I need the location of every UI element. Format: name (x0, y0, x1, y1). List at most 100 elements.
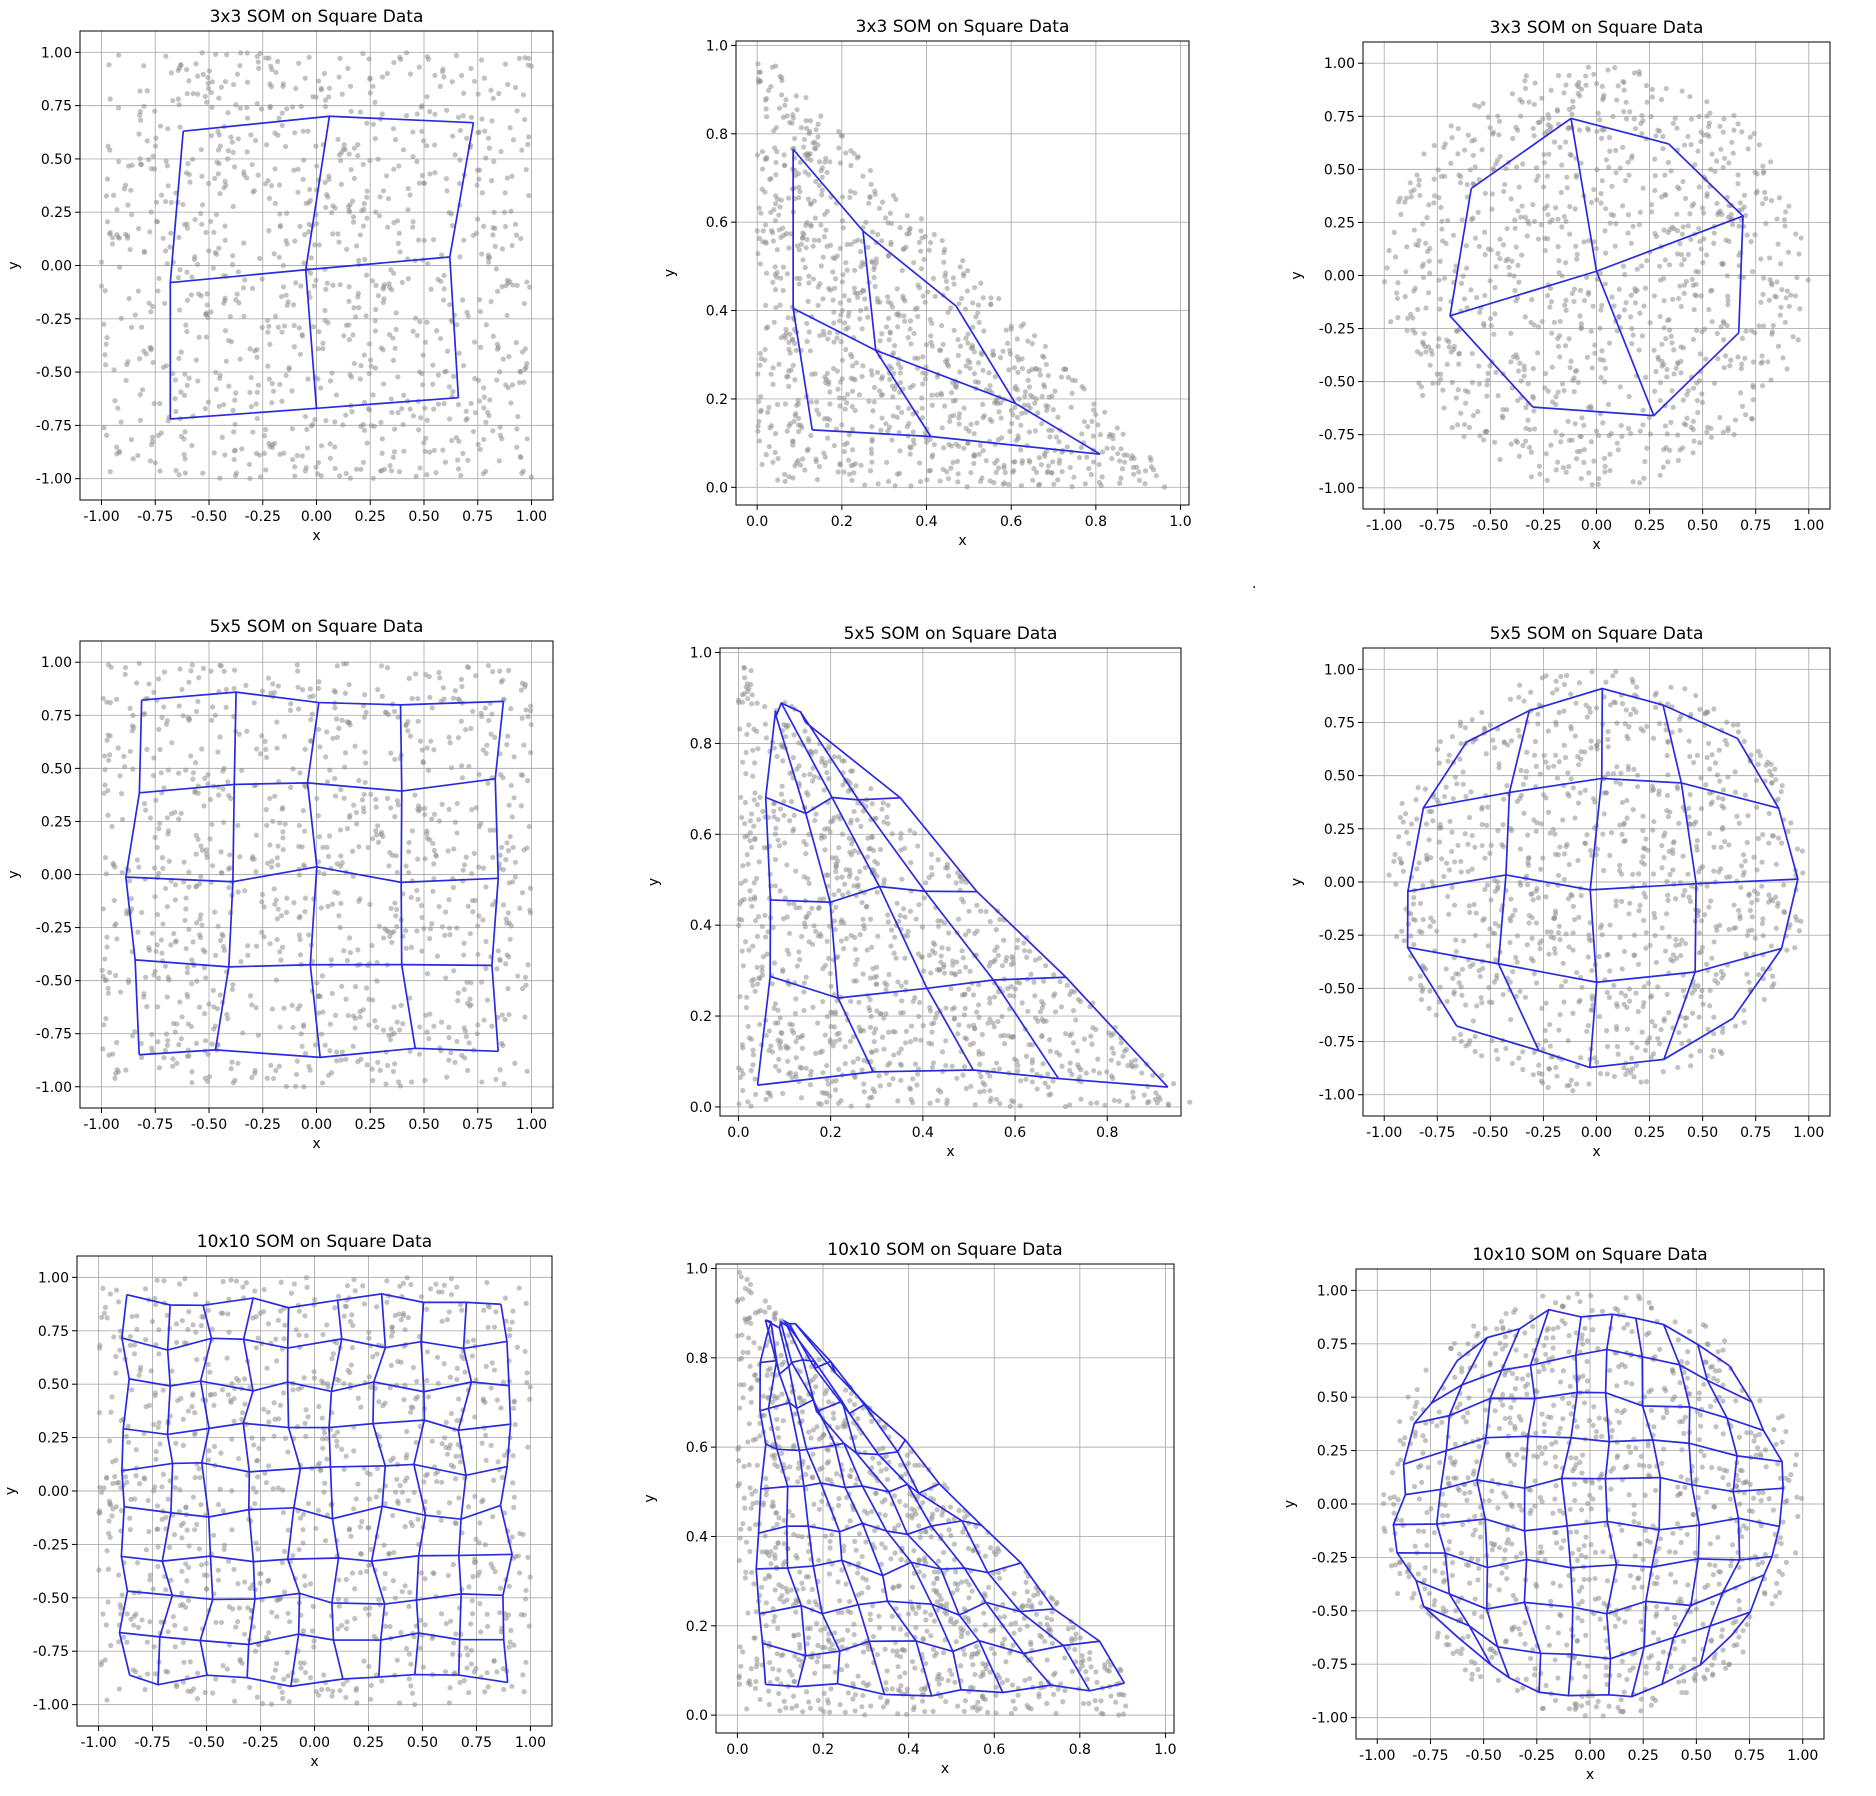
data-point (1637, 209, 1643, 215)
data-point (363, 985, 370, 991)
data-point (1535, 173, 1541, 179)
som-grid (169, 115, 475, 420)
data-point (1064, 982, 1070, 988)
data-point (1460, 273, 1466, 279)
data-point (1616, 314, 1622, 321)
data-point (1056, 439, 1062, 445)
data-point (802, 467, 808, 473)
data-point (1419, 263, 1425, 270)
data-point (952, 972, 959, 978)
data-point (825, 825, 831, 832)
data-point (424, 971, 431, 977)
data-point (985, 1020, 991, 1026)
data-point (840, 225, 846, 231)
data-point (469, 806, 475, 813)
data-point (232, 421, 238, 427)
data-point (417, 738, 424, 744)
data-point (1637, 310, 1643, 316)
data-point (184, 90, 190, 97)
data-point (932, 293, 938, 300)
data-point (394, 906, 400, 913)
data-point (391, 1061, 398, 1067)
data-point (422, 405, 428, 411)
data-point (956, 443, 962, 449)
data-point (301, 862, 307, 868)
data-point (1541, 160, 1548, 166)
data-point (375, 156, 381, 162)
data-point (421, 180, 427, 186)
data-point (508, 400, 514, 406)
data-point (183, 906, 189, 912)
data-point (929, 871, 935, 878)
data-point (894, 900, 900, 906)
data-point (894, 471, 901, 477)
data-point (215, 923, 221, 929)
data-point (492, 734, 498, 740)
data-point (1644, 99, 1650, 105)
data-point (444, 348, 451, 354)
data-point (1453, 395, 1459, 401)
data-point (427, 108, 433, 115)
data-point (295, 706, 302, 712)
data-point (1431, 142, 1437, 149)
data-point (1639, 333, 1646, 339)
data-point (1674, 125, 1680, 131)
data-point (269, 858, 275, 864)
data-point (1630, 479, 1636, 485)
data-point (217, 937, 224, 944)
data-point (319, 1031, 325, 1037)
data-point (1593, 245, 1599, 252)
data-point (1050, 407, 1056, 413)
data-point (449, 223, 455, 229)
data-point (980, 414, 986, 421)
data-point (1476, 104, 1482, 110)
data-point (878, 392, 884, 399)
x-tick-label: -0.25 (1525, 518, 1561, 534)
data-point (390, 454, 396, 460)
data-point (1578, 476, 1584, 482)
data-point (1666, 317, 1672, 323)
data-point (810, 276, 817, 282)
data-point (380, 188, 387, 194)
data-point (1518, 214, 1524, 220)
data-point (295, 189, 301, 195)
data-point (490, 669, 496, 675)
data-point (161, 704, 167, 710)
data-point (1730, 150, 1736, 156)
data-point (827, 159, 833, 165)
data-point (511, 795, 517, 801)
data-point (1725, 425, 1731, 431)
data-point (1491, 331, 1497, 337)
data-point (746, 947, 752, 953)
data-point (956, 301, 962, 307)
data-point (1404, 244, 1410, 250)
data-point (327, 441, 333, 447)
data-point (112, 923, 118, 929)
data-point (410, 328, 416, 334)
data-point (403, 50, 410, 56)
data-point (202, 1075, 208, 1081)
data-point (1109, 456, 1115, 462)
data-point (480, 917, 486, 923)
data-point (102, 854, 109, 861)
data-point (1442, 141, 1448, 147)
data-point (879, 374, 886, 380)
data-point (1443, 240, 1449, 247)
x-tick-label: 0.25 (355, 1117, 386, 1133)
data-point (995, 465, 1002, 471)
data-point (480, 747, 486, 753)
data-point (934, 392, 940, 398)
data-point (1414, 349, 1420, 355)
data-point (852, 934, 858, 941)
data-point (1416, 238, 1422, 244)
data-point (801, 980, 807, 986)
data-point (369, 942, 375, 949)
data-point (471, 78, 478, 84)
data-point (837, 403, 843, 409)
data-point (1053, 434, 1059, 440)
data-point (846, 309, 852, 316)
data-point (794, 275, 800, 281)
data-point (792, 1010, 799, 1017)
data-point (1563, 307, 1569, 313)
data-point (1598, 190, 1604, 197)
